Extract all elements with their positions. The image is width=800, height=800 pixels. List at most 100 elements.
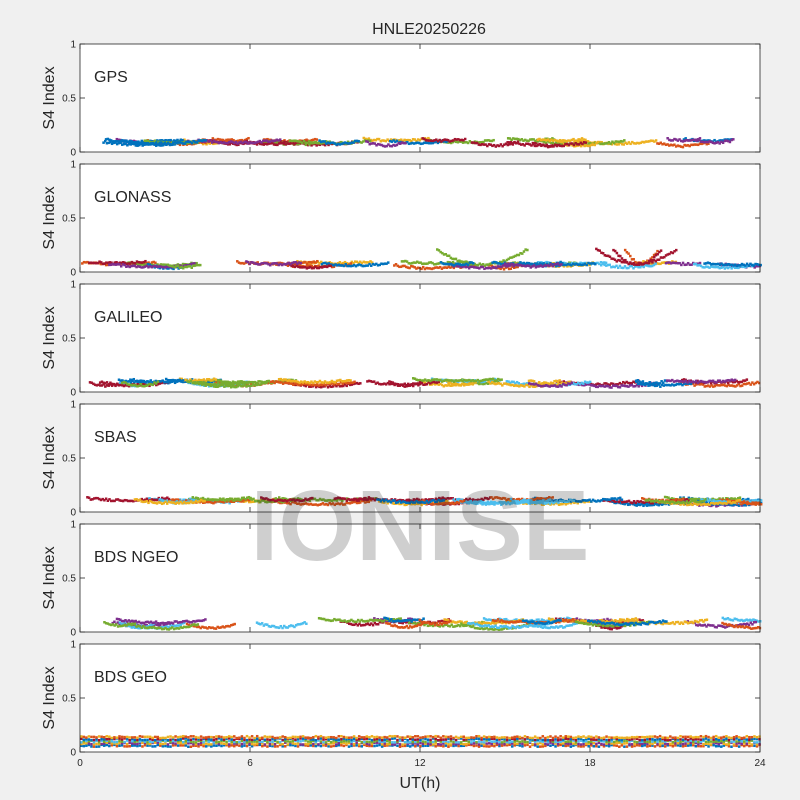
data-point <box>186 380 189 383</box>
data-point <box>104 139 107 143</box>
data-point <box>178 141 182 144</box>
data-point <box>534 497 537 501</box>
data-point <box>482 143 486 146</box>
data-point <box>406 140 409 144</box>
data-point <box>110 261 113 264</box>
data-point <box>703 139 706 142</box>
data-point <box>251 141 255 145</box>
data-point <box>217 141 221 145</box>
data-point <box>671 383 674 386</box>
data-point <box>441 496 444 499</box>
data-point <box>705 142 708 146</box>
data-point <box>692 497 696 501</box>
data-point <box>685 138 688 142</box>
data-point <box>350 498 354 501</box>
data-point <box>317 264 320 268</box>
data-point <box>578 263 582 266</box>
data-point <box>615 143 619 146</box>
data-point <box>718 384 722 387</box>
data-point <box>267 379 270 383</box>
data-point <box>376 142 380 146</box>
data-point <box>124 381 127 385</box>
data-point <box>454 383 457 387</box>
data-point <box>575 139 579 142</box>
data-point <box>572 499 576 503</box>
data-point <box>673 137 676 141</box>
data-point <box>493 379 497 382</box>
data-point <box>393 502 396 505</box>
data-point <box>548 502 552 505</box>
data-point <box>197 263 200 267</box>
data-point <box>143 142 146 145</box>
data-point <box>277 377 281 381</box>
data-point <box>475 141 479 145</box>
data-point <box>598 499 602 503</box>
data-point <box>554 379 558 383</box>
data-point <box>160 265 164 269</box>
data-point <box>298 264 302 268</box>
data-point <box>486 378 490 381</box>
data-point <box>620 257 624 260</box>
data-point <box>352 263 356 267</box>
data-point <box>487 139 490 142</box>
data-point <box>520 500 523 504</box>
data-point <box>501 384 504 387</box>
data-point <box>531 141 535 145</box>
panel-label: GALILEO <box>94 309 162 326</box>
data-point <box>201 381 205 384</box>
data-point <box>438 262 441 265</box>
data-point <box>472 264 476 268</box>
data-point <box>722 383 725 387</box>
data-point <box>401 264 405 268</box>
data-point <box>218 384 221 388</box>
data-point <box>319 503 323 506</box>
data-point <box>161 379 164 382</box>
data-point <box>212 139 216 142</box>
data-point <box>106 499 110 502</box>
data-point <box>699 140 703 144</box>
data-point <box>528 499 531 502</box>
data-point <box>516 141 520 145</box>
data-point <box>637 382 640 386</box>
data-point <box>335 502 338 506</box>
data-point <box>656 142 659 145</box>
data-point <box>231 380 235 383</box>
data-point <box>178 378 181 382</box>
data-point <box>103 262 106 265</box>
data-point <box>728 138 732 142</box>
data-point <box>401 139 405 143</box>
data-point <box>134 384 138 387</box>
data-point <box>690 143 693 147</box>
data-point <box>350 260 354 264</box>
data-point <box>283 139 286 142</box>
data-point <box>570 138 574 142</box>
data-point <box>469 501 472 504</box>
data-point <box>129 141 132 144</box>
data-point <box>122 384 126 388</box>
data-point <box>632 261 635 265</box>
data-point <box>680 498 683 502</box>
data-point <box>148 497 151 500</box>
data-point <box>93 383 97 387</box>
data-point <box>670 497 674 500</box>
data-point <box>290 382 293 385</box>
data-point <box>338 385 342 388</box>
data-point <box>715 265 718 269</box>
data-point <box>564 500 567 503</box>
data-point <box>730 263 734 267</box>
data-point <box>659 385 662 388</box>
data-point <box>232 499 235 502</box>
data-point <box>119 383 122 387</box>
data-point <box>689 380 693 384</box>
data-point <box>227 140 231 144</box>
data-point <box>608 498 612 502</box>
data-point <box>464 500 467 504</box>
data-point <box>399 140 402 144</box>
data-point <box>669 251 673 254</box>
data-point <box>732 503 736 506</box>
data-point <box>134 379 137 383</box>
data-point <box>736 497 740 500</box>
data-point <box>537 265 541 268</box>
data-point <box>457 383 460 387</box>
data-point <box>489 143 492 146</box>
